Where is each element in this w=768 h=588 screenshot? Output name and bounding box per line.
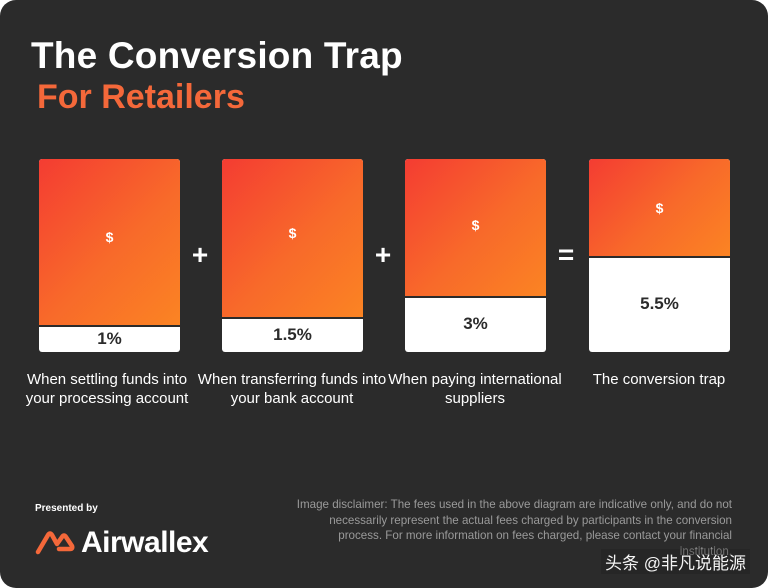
step-caption: When transferring funds into your bank a…	[197, 371, 387, 407]
fee-percent: 5.5%	[640, 294, 679, 313]
dollar-icon: $	[288, 225, 297, 241]
fee-percent: 1%	[97, 329, 122, 348]
step-caption: The conversion trap	[592, 371, 726, 388]
equals-operator: =	[557, 239, 575, 270]
fee-percent: 3%	[463, 314, 488, 333]
watermark: 头条 @非凡说能源	[601, 549, 750, 574]
dollar-icon: $	[105, 229, 114, 245]
step-caption: When paying international suppliers	[388, 371, 562, 407]
fee-box-transferring: $ 1.5%	[222, 159, 363, 352]
plus-operator: +	[191, 239, 209, 270]
airwallex-mark-icon	[35, 531, 75, 555]
fee-box-fill	[39, 159, 180, 327]
fee-box-fill	[405, 159, 546, 298]
fee-box-fill	[589, 159, 730, 258]
fee-box-settling: $ 1%	[39, 159, 180, 352]
fee-box-fill	[222, 159, 363, 319]
step-caption: When settling funds into your processing…	[25, 371, 189, 407]
fee-percent: 1.5%	[273, 325, 312, 344]
dollar-icon: $	[471, 217, 480, 233]
dollar-icon: $	[655, 200, 664, 216]
fee-box-paying: $ 3%	[405, 159, 546, 352]
plus-operator: +	[374, 239, 392, 270]
airwallex-logo: Airwallex	[35, 525, 209, 561]
brand-name: Airwallex	[81, 526, 209, 559]
page-subtitle: For Retailers	[37, 78, 245, 116]
fee-box-total: $ 5.5%	[589, 159, 730, 352]
image-disclaimer: Image disclaimer: The fees used in the a…	[296, 498, 732, 558]
page-title: The Conversion Trap	[31, 35, 403, 76]
presented-by-label: Presented by	[35, 503, 98, 514]
